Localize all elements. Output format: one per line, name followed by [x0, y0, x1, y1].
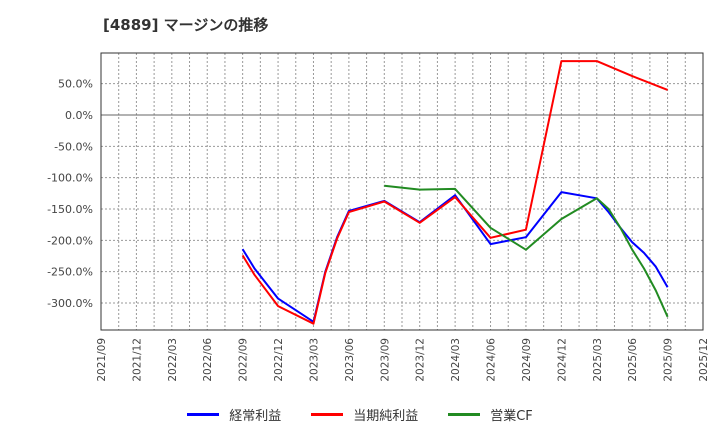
legend-item-ordinary-profit: 経常利益 [187, 405, 281, 424]
x-tick-label: 2023/12 [415, 338, 427, 382]
y-tick-label: -200.0% [47, 234, 93, 247]
legend-item-operating-cf: 営業CF [448, 405, 533, 424]
y-axis-ticks: 50.0% 0.0% -50.0% -100.0% -150.0% -200.0% -250… [47, 78, 93, 310]
series-lines [241, 60, 669, 325]
x-tick-label: 2021/09 [96, 338, 108, 382]
x-tick-label: 2025/12 [698, 338, 710, 382]
x-tick-label: 2022/06 [202, 338, 214, 382]
x-tick-label: 2024/12 [556, 338, 568, 382]
legend-label: 経常利益 [229, 409, 282, 424]
x-tick-label: 2023/09 [379, 338, 391, 382]
y-tick-label: 0.0% [65, 109, 93, 122]
x-tick-label: 2024/09 [521, 338, 533, 382]
y-tick-label: -250.0% [47, 266, 93, 279]
x-axis-ticks: 2021/09 2021/12 2022/03 2022/06 2022/09 2022/… [96, 338, 710, 382]
x-tick-label: 2021/12 [131, 338, 143, 382]
y-tick-label: -300.0% [47, 297, 93, 310]
x-tick-label: 2022/09 [238, 338, 250, 382]
series-line [384, 184, 669, 318]
chart-title: [4889] マージンの推移 [103, 16, 269, 34]
x-tick-label: 2024/06 [486, 338, 498, 382]
x-tick-label: 2025/03 [592, 338, 604, 382]
plot-frame [100, 52, 704, 331]
x-tick-label: 2023/03 [308, 338, 320, 382]
legend-label: 営業CF [490, 409, 533, 424]
y-tick-label: -150.0% [47, 203, 93, 216]
legend-swatch-blue [187, 413, 220, 416]
x-tick-label: 2025/06 [627, 338, 639, 382]
y-tick-label: -100.0% [47, 172, 93, 185]
legend: 経常利益 当期純利益 営業CF [0, 405, 720, 424]
y-tick-label: -50.0% [54, 140, 93, 153]
legend-label: 当期純利益 [353, 409, 419, 424]
grid-lines [101, 53, 703, 330]
x-tick-label: 2022/03 [167, 338, 179, 382]
x-tick-label: 2024/03 [450, 338, 462, 382]
x-tick-label: 2025/09 [663, 338, 675, 382]
x-tick-label: 2022/12 [273, 338, 285, 382]
legend-item-net-income: 当期純利益 [311, 405, 418, 424]
y-tick-label: 50.0% [58, 78, 93, 91]
legend-swatch-green [448, 413, 481, 416]
legend-swatch-red [311, 413, 344, 416]
series-line [241, 60, 668, 325]
x-tick-label: 2023/06 [344, 338, 356, 382]
